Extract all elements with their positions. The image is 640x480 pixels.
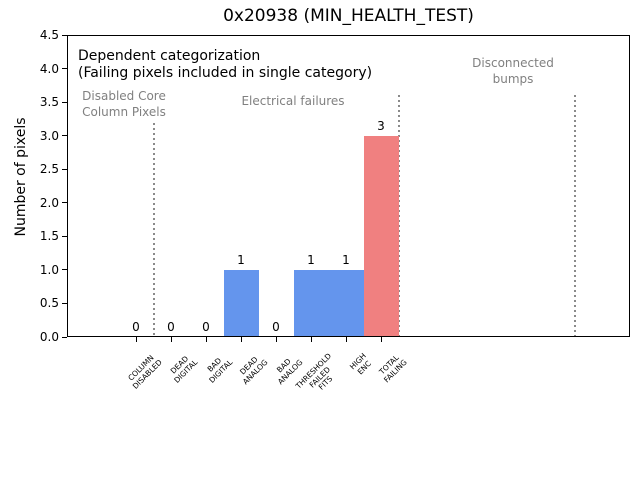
- x-tick-mark: [205, 337, 207, 342]
- bar-value-label: 0: [167, 320, 175, 334]
- y-tick-label: 4.0: [39, 61, 59, 76]
- x-tick-mark: [170, 337, 172, 342]
- y-tick-label: 4.5: [39, 28, 59, 42]
- y-tick-label: 2.0: [39, 195, 59, 210]
- x-tick-mark: [135, 337, 137, 342]
- bar-total-failing: [363, 135, 399, 336]
- x-tick-label-high-enc: HIGH ENC: [347, 351, 373, 377]
- y-tick-mark: [62, 68, 67, 70]
- y-tick-label: 0.0: [39, 330, 59, 344]
- annotation-secondary: (Failing pixels included in single categ…: [78, 65, 373, 81]
- annotation-primary: Dependent categorization: [78, 48, 261, 64]
- y-tick-label: 0.5: [39, 296, 59, 311]
- y-tick-mark: [62, 135, 67, 137]
- y-tick-label: 3.0: [39, 128, 59, 143]
- section-label-disabled-core: Disabled Core Column Pixels: [82, 89, 166, 119]
- y-tick-label: 3.5: [39, 95, 59, 110]
- y-tick-mark: [62, 235, 67, 237]
- x-tick-mark: [310, 337, 312, 342]
- x-tick-label-column-disabled: COLUMN DISABLED: [126, 353, 164, 391]
- section-separator: [574, 95, 577, 336]
- x-tick-mark: [345, 337, 347, 342]
- section-separator: [397, 95, 400, 336]
- y-tick-label: 1.5: [39, 229, 59, 244]
- y-tick-mark: [62, 34, 67, 36]
- section-label-disconnected: Disconnected bumps: [472, 56, 554, 86]
- chart-title: 0x20938 (MIN_HEALTH_TEST): [223, 6, 474, 26]
- x-tick-label-total-failing: TOTAL FAILING: [377, 353, 409, 385]
- bar-value-label: 3: [377, 118, 385, 133]
- section-separator: [152, 123, 155, 336]
- y-tick-mark: [62, 101, 67, 103]
- y-tick-label: 1.0: [39, 262, 59, 277]
- bar-value-label: 1: [307, 252, 315, 267]
- x-tick-mark: [240, 337, 242, 342]
- bar-value-label: 1: [237, 252, 245, 267]
- bar-value-label: 0: [272, 320, 280, 334]
- y-tick-mark: [62, 336, 67, 338]
- x-tick-label-bad-digital: BAD DIGITAL: [205, 355, 234, 385]
- section-label-electrical-failures: Electrical failures: [241, 94, 345, 108]
- x-tick-mark: [275, 337, 277, 342]
- y-tick-mark: [62, 168, 67, 170]
- y-tick-label: 2.5: [39, 162, 59, 177]
- x-tick-label-dead-analog: DEAD ANALOG: [237, 354, 269, 386]
- y-tick-mark: [62, 269, 67, 271]
- bar-dead-analog: [223, 269, 259, 336]
- bar-value-label: 1: [342, 252, 350, 267]
- bar-value-label: 0: [202, 320, 210, 334]
- bar-threshold-failed-fits: [293, 269, 329, 336]
- bar-value-label: 0: [132, 320, 140, 334]
- bar-high-enc: [328, 269, 364, 336]
- x-tick-mark: [380, 337, 382, 342]
- y-tick-mark: [62, 302, 67, 304]
- x-tick-label-dead-digital: DEAD DIGITAL: [168, 354, 199, 385]
- y-tick-mark: [62, 202, 67, 204]
